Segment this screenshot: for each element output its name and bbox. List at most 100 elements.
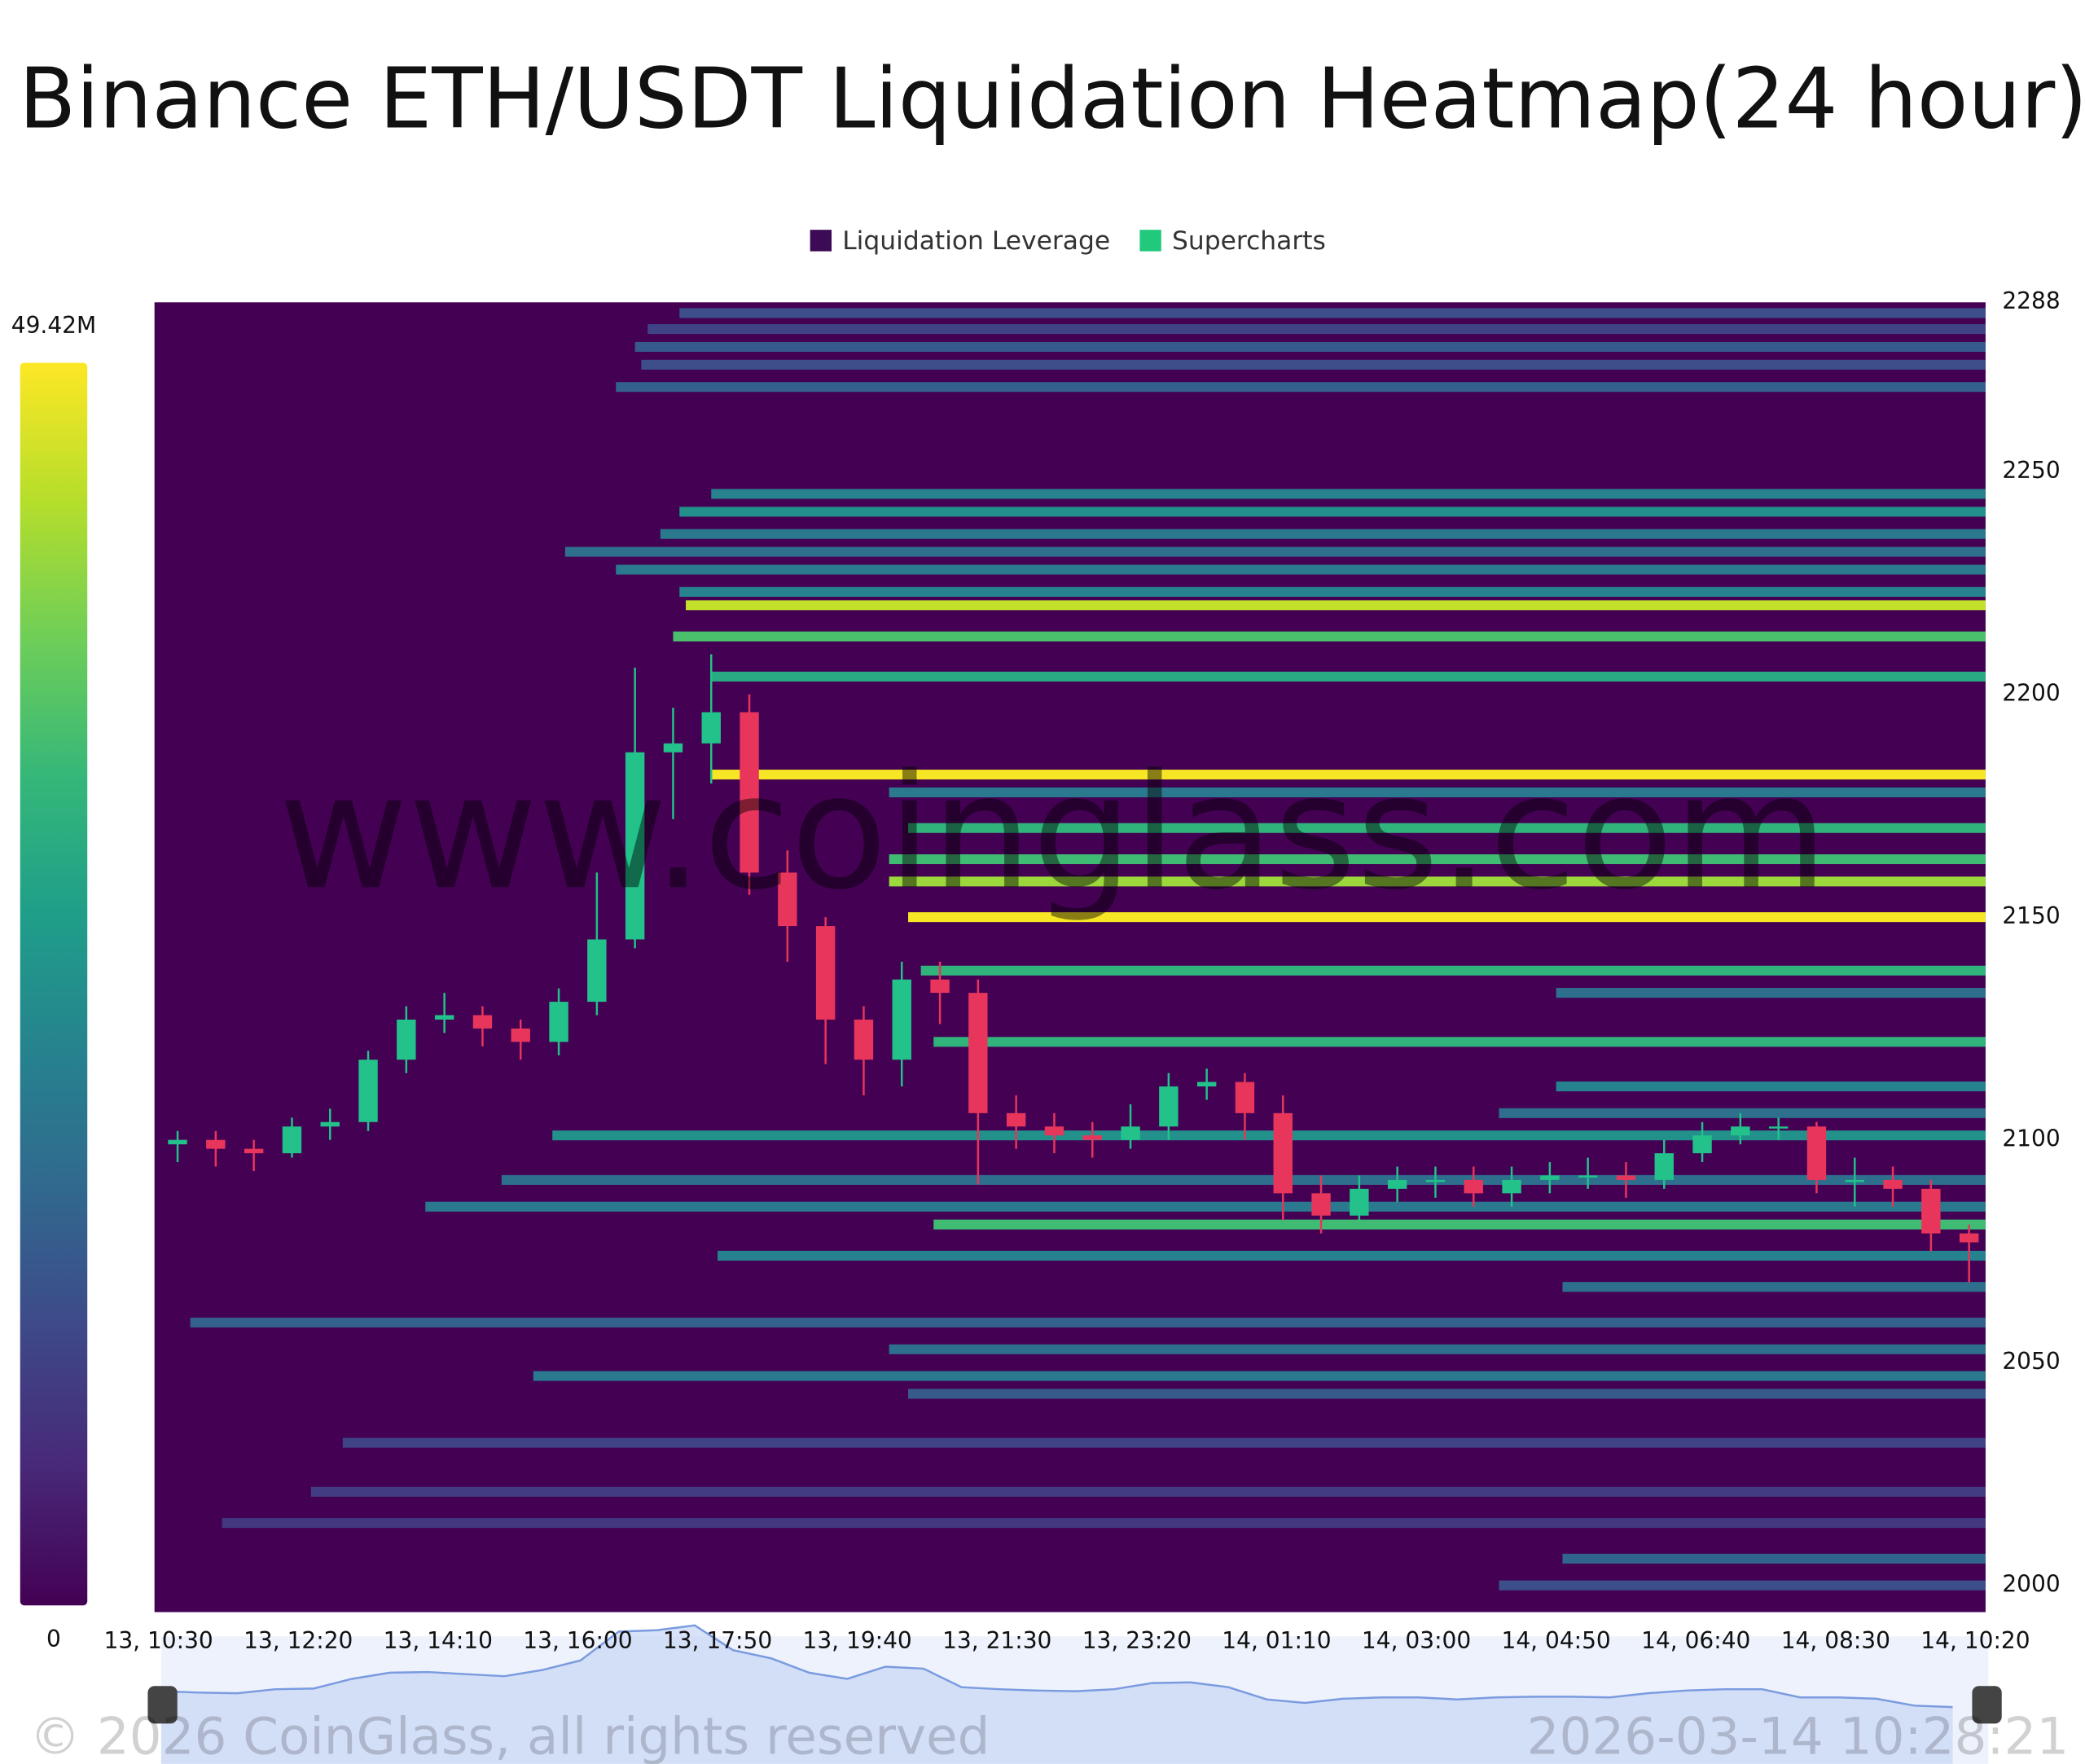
candle-body: [1159, 1086, 1179, 1127]
candle-body: [472, 1015, 493, 1029]
candle-body: [1768, 1126, 1789, 1129]
candle-body: [1196, 1082, 1217, 1087]
y-tick-label: 2150: [2002, 902, 2060, 929]
heatmap-band: [641, 359, 1986, 370]
candle-body: [1806, 1126, 1827, 1180]
candle-body: [587, 939, 607, 1003]
y-tick-label: 2288: [2002, 287, 2060, 314]
candle-body: [1921, 1188, 1941, 1234]
candle-body: [206, 1139, 226, 1149]
candle-body: [282, 1126, 302, 1154]
legend-swatch: [810, 230, 832, 252]
candle-body: [1654, 1153, 1674, 1180]
heatmap-band: [933, 1037, 1986, 1047]
heatmap-band: [679, 507, 1986, 517]
candle-body: [1387, 1179, 1407, 1189]
candle-body: [397, 1019, 416, 1060]
candle-body: [815, 926, 836, 1020]
heatmap-band: [616, 382, 1986, 393]
navigator-handle[interactable]: [147, 1686, 178, 1724]
candle-body: [1273, 1112, 1293, 1194]
candle-body: [892, 979, 911, 1060]
candle-body: [930, 979, 950, 994]
y-tick-label: 2200: [2002, 680, 2060, 707]
copyright: © 2026 CoinGlass, all rights reserved: [29, 1706, 990, 1764]
x-tick-label: 13, 21:30: [942, 1627, 1051, 1654]
heatmap-band: [889, 876, 1986, 887]
x-tick-label: 14, 10:20: [1920, 1627, 2030, 1654]
watermark: www.coinglass.com: [279, 739, 1828, 924]
heatmap-band: [679, 586, 1986, 597]
heatmap-band: [1556, 988, 1986, 998]
heatmap-band: [1556, 1081, 1986, 1092]
heatmap-band: [222, 1518, 1986, 1529]
heatmap-band: [889, 1344, 1986, 1354]
candle-body: [1082, 1135, 1102, 1140]
candle-body: [1006, 1112, 1026, 1127]
candle-body: [663, 743, 683, 753]
heatmap-band: [920, 965, 1986, 976]
x-tick-label: 13, 16:00: [523, 1627, 632, 1654]
heatmap-band: [889, 787, 1986, 797]
heatmap-band: [908, 823, 1986, 833]
heatmap-band: [711, 489, 1986, 499]
x-tick-label: 14, 03:00: [1362, 1627, 1471, 1654]
legend-swatch: [1139, 230, 1161, 252]
candle-body: [1883, 1179, 1903, 1189]
navigator-series: [160, 1624, 1953, 1764]
y-tick-label: 2050: [2002, 1348, 2060, 1375]
plot-area: [154, 302, 1986, 1613]
y-tick-label: 2100: [2002, 1126, 2060, 1152]
heatmap-band: [342, 1437, 1986, 1448]
x-tick-label: 13, 19:40: [803, 1627, 912, 1654]
heatmap-band: [552, 1130, 1986, 1141]
candle-body: [1464, 1179, 1483, 1194]
candle-body: [1540, 1175, 1560, 1180]
x-tick-label: 14, 01:10: [1222, 1627, 1331, 1654]
candle-body: [1578, 1175, 1598, 1178]
candle-body: [1425, 1179, 1446, 1183]
heatmap-band: [908, 1389, 1986, 1399]
heatmap-band: [889, 854, 1986, 865]
heatmap-band: [564, 546, 1986, 557]
candle-body: [1616, 1175, 1636, 1180]
heatmap-band: [660, 529, 1986, 539]
candle-body: [1350, 1188, 1369, 1216]
candle-body: [968, 993, 988, 1113]
x-tick-label: 13, 10:30: [103, 1627, 213, 1654]
heatmap-band: [933, 1219, 1986, 1230]
candle-body: [1845, 1179, 1864, 1183]
candle-body: [168, 1139, 187, 1145]
heatmap-band: [673, 631, 1986, 642]
x-tick-label: 13, 17:50: [663, 1627, 772, 1654]
navigator-handle[interactable]: [1972, 1686, 2002, 1724]
candle-body: [1692, 1135, 1712, 1154]
legend: Liquidation Leverage Supercharts: [810, 226, 1326, 256]
candle-body: [434, 1015, 454, 1020]
heatmap-band: [1499, 1580, 1986, 1591]
legend-label: Supercharts: [1172, 226, 1326, 256]
candle-body: [511, 1028, 530, 1042]
heatmap-band: [501, 1174, 1986, 1185]
candle-body: [1235, 1082, 1255, 1113]
y-tick-label: 2000: [2002, 1571, 2060, 1598]
x-tick-label: 13, 23:20: [1082, 1627, 1192, 1654]
candle-body: [1121, 1126, 1140, 1140]
heatmap-band: [533, 1371, 1986, 1381]
candle-body: [625, 752, 645, 940]
candle-body: [1959, 1233, 1979, 1243]
heatmap-band: [718, 1250, 1986, 1261]
heatmap-band: [711, 671, 1986, 682]
candle-body: [1311, 1193, 1331, 1216]
candle-body: [740, 712, 759, 873]
colorbar-label: 0: [46, 1626, 61, 1652]
x-tick-label: 14, 04:50: [1502, 1627, 1611, 1654]
heatmap-band: [679, 308, 1986, 318]
heatmap-band: [711, 770, 1986, 780]
candle-body: [1502, 1179, 1521, 1194]
candle-body: [701, 712, 721, 744]
heatmap-band: [1562, 1282, 1986, 1292]
heatmap-band: [310, 1486, 1986, 1497]
